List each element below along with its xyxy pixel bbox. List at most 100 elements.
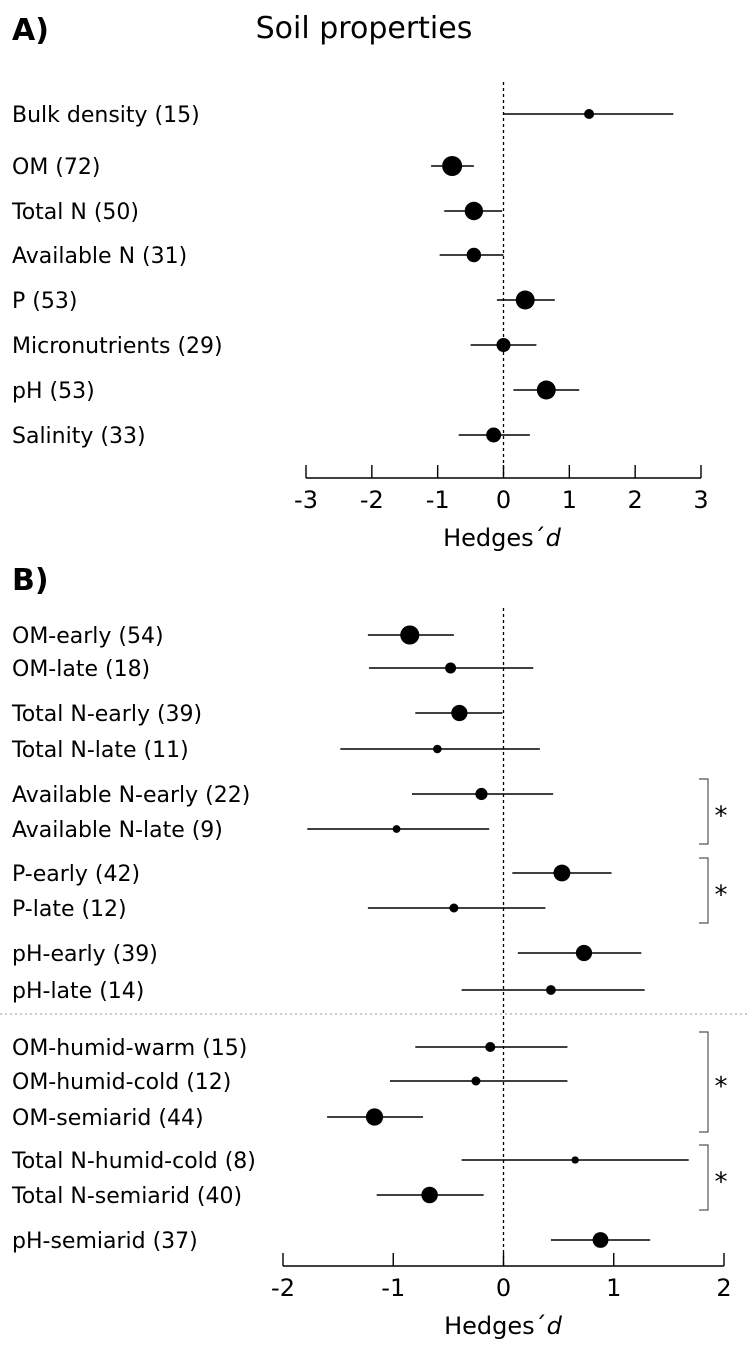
forest-row: OM-humid-warm (15) bbox=[12, 1036, 568, 1061]
effect-size-point bbox=[584, 108, 595, 120]
effect-size-point bbox=[400, 625, 420, 645]
x-tick-label: 3 bbox=[693, 486, 708, 514]
row-label: OM (72) bbox=[12, 155, 100, 180]
forest-row: Available N-early (22) bbox=[12, 783, 554, 808]
effect-size-point bbox=[553, 864, 571, 882]
forest-row: OM-late (18) bbox=[12, 657, 534, 682]
panel-a-rows: Bulk density (15) OM (72) Total N (50) Avai… bbox=[11, 103, 674, 449]
row-label: OM-late (18) bbox=[12, 657, 150, 682]
panel-b-rows: OM-early (54) OM-late (18) Total N-early (… bbox=[11, 624, 689, 1254]
significance-bracket: * bbox=[699, 857, 728, 924]
row-label: Available N-late (9) bbox=[12, 818, 223, 843]
effect-size-point bbox=[496, 337, 511, 353]
row-label: P-late (12) bbox=[12, 897, 127, 922]
forest-row: P-late (12) bbox=[12, 897, 546, 922]
forest-row: P (53) bbox=[12, 289, 555, 314]
significance-mark: * bbox=[715, 1072, 728, 1102]
x-tick-label: 0 bbox=[496, 486, 511, 514]
x-tick-label: 0 bbox=[496, 1274, 511, 1302]
x-tick-label: 1 bbox=[562, 486, 577, 514]
row-label: OM-humid-cold (12) bbox=[12, 1070, 231, 1095]
bracket-line bbox=[699, 778, 709, 845]
x-tick-label: -1 bbox=[381, 1274, 405, 1302]
x-tick-label: 2 bbox=[716, 1274, 731, 1302]
row-label: Total N-humid-cold (8) bbox=[11, 1149, 256, 1174]
x-tick-label: -2 bbox=[271, 1274, 295, 1302]
forest-row: Salinity (33) bbox=[12, 424, 530, 449]
panel-a-label: A) bbox=[12, 13, 49, 48]
significance-bracket: * bbox=[699, 1031, 728, 1133]
effect-size-point bbox=[485, 1041, 496, 1053]
row-label: pH-semiarid (37) bbox=[12, 1229, 198, 1254]
row-label: Bulk density (15) bbox=[12, 103, 200, 128]
panel-a-x-axis-title-italic: d bbox=[546, 524, 562, 552]
panel-b-significance-brackets: * * * * bbox=[699, 778, 728, 1211]
effect-size-point bbox=[433, 744, 442, 754]
effect-size-point bbox=[365, 1108, 384, 1126]
effect-size-point bbox=[464, 201, 484, 221]
forest-row: OM (72) bbox=[12, 155, 474, 180]
row-label: P-early (42) bbox=[12, 862, 140, 887]
panel-b-x-axis-title-italic: d bbox=[547, 1312, 563, 1340]
row-label: Available N-early (22) bbox=[12, 783, 250, 808]
forest-row: Total N-humid-cold (8) bbox=[11, 1149, 689, 1174]
effect-size-point bbox=[449, 903, 459, 913]
effect-size-point bbox=[442, 156, 463, 176]
effect-size-point bbox=[471, 1076, 481, 1086]
forest-row: OM-semiarid (44) bbox=[12, 1106, 424, 1131]
forest-row: OM-early (54) bbox=[12, 624, 454, 649]
bracket-line bbox=[699, 1031, 709, 1133]
forest-row: Total N-early (39) bbox=[11, 702, 503, 727]
panel-a-title: Soil properties bbox=[256, 11, 473, 46]
forest-row: pH-semiarid (37) bbox=[12, 1229, 651, 1254]
forest-row: Total N-semiarid (40) bbox=[11, 1184, 484, 1209]
forest-row: pH (53) bbox=[12, 379, 580, 404]
x-tick-label: 2 bbox=[628, 486, 643, 514]
significance-bracket: * bbox=[699, 1144, 728, 1211]
forest-row: Total N (50) bbox=[11, 200, 503, 225]
row-label: OM-early (54) bbox=[12, 624, 164, 649]
effect-size-point bbox=[421, 1186, 438, 1204]
effect-size-point bbox=[486, 427, 502, 443]
significance-bracket: * bbox=[699, 778, 728, 845]
row-label: OM-humid-warm (15) bbox=[12, 1036, 247, 1061]
panel-b-x-axis-title-main: Hedges´ bbox=[444, 1312, 547, 1340]
x-tick-label: -1 bbox=[426, 486, 450, 514]
effect-size-point bbox=[575, 944, 593, 962]
row-label: pH (53) bbox=[12, 379, 95, 404]
forest-row: Available N-late (9) bbox=[12, 818, 490, 843]
panel-b-x-axis: -2 -1 0 1 2 bbox=[271, 1253, 732, 1302]
effect-size-point bbox=[445, 662, 457, 674]
forest-row: P-early (42) bbox=[12, 862, 612, 887]
bracket-line bbox=[699, 857, 709, 924]
x-tick-label: -3 bbox=[294, 486, 318, 514]
panel-a: A) Soil properties Bulk density (15) OM (… bbox=[11, 11, 709, 552]
effect-size-point bbox=[536, 380, 556, 400]
forest-row: pH-early (39) bbox=[12, 942, 642, 967]
bracket-line bbox=[699, 1144, 709, 1211]
row-label: Micronutrients (29) bbox=[12, 334, 223, 359]
effect-size-point bbox=[451, 704, 468, 722]
row-label: pH-late (14) bbox=[12, 979, 144, 1004]
row-label: Available N (31) bbox=[12, 244, 187, 269]
forest-row: Bulk density (15) bbox=[12, 103, 674, 128]
row-label: Salinity (33) bbox=[12, 424, 146, 449]
significance-mark: * bbox=[715, 1168, 728, 1198]
row-label: Total N-early (39) bbox=[11, 702, 202, 727]
effect-size-point bbox=[475, 787, 488, 801]
significance-mark: * bbox=[715, 881, 728, 911]
x-tick-label: 1 bbox=[606, 1274, 621, 1302]
effect-size-point bbox=[546, 985, 556, 995]
row-label: Total N-late (11) bbox=[11, 738, 189, 763]
x-tick-label: -2 bbox=[360, 486, 384, 514]
effect-size-point bbox=[466, 247, 482, 263]
row-label: pH-early (39) bbox=[12, 942, 158, 967]
panel-b-label: B) bbox=[12, 563, 49, 598]
row-label: Total N-semiarid (40) bbox=[11, 1184, 242, 1209]
panel-a-x-axis: -3 -2 -1 0 1 2 3 bbox=[294, 465, 709, 514]
forest-row: pH-late (14) bbox=[12, 979, 645, 1004]
row-label: Total N (50) bbox=[11, 200, 139, 225]
panel-a-x-axis-title: Hedges´d bbox=[443, 524, 562, 552]
